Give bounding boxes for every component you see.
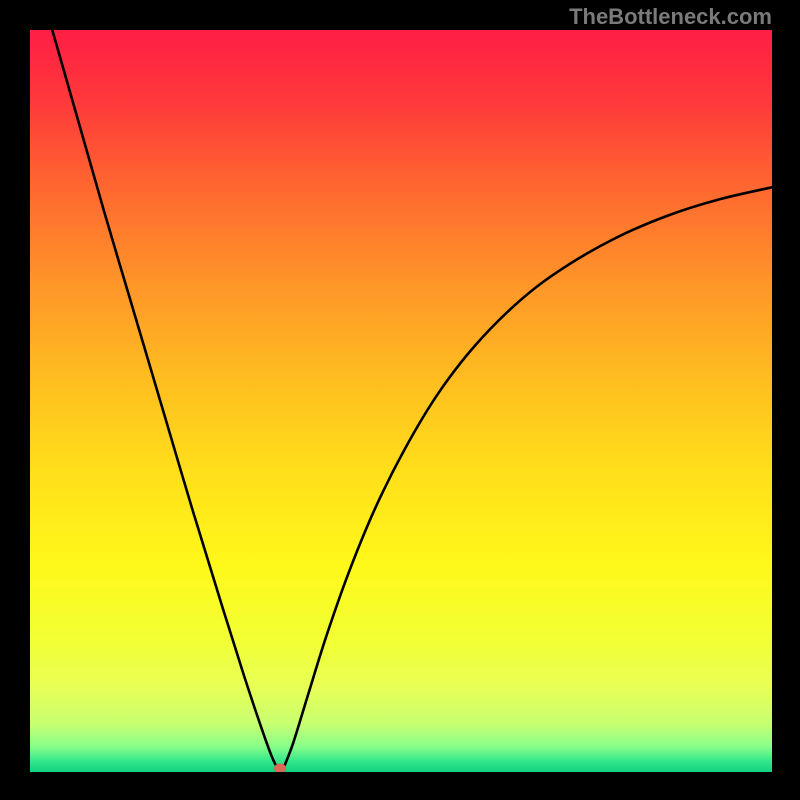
watermark-text: TheBottleneck.com — [569, 4, 772, 30]
curve-right-branch — [284, 187, 772, 767]
curve-left-branch — [52, 30, 277, 768]
curve-layer — [30, 30, 772, 772]
plot-area — [30, 30, 772, 772]
